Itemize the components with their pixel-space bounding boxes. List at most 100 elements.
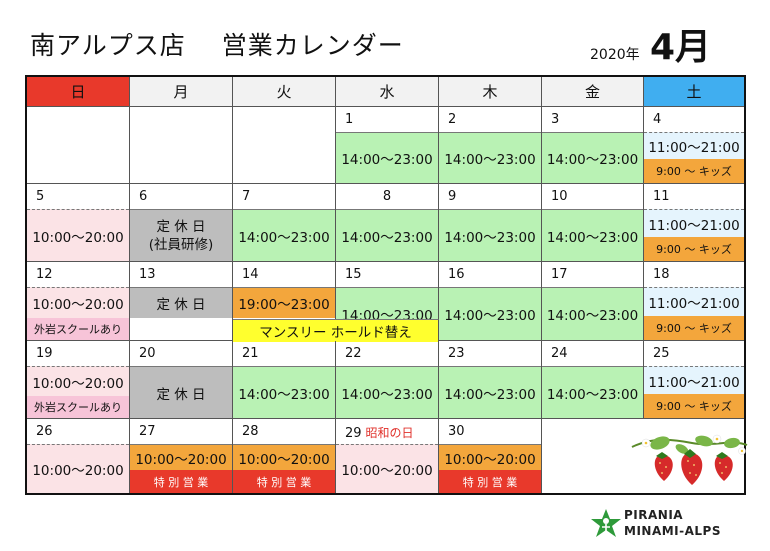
day-number: 28: [242, 424, 259, 439]
day-number: 15: [345, 267, 362, 282]
day-23: 23 14:00～23:00: [439, 341, 542, 419]
day-3: 3 14:00～23:00: [542, 107, 644, 184]
day-number: 19: [36, 346, 53, 361]
day-empty: [130, 107, 233, 184]
hours-block: 14:00～23:00: [542, 132, 643, 183]
hours-block: 14:00～23:00: [336, 209, 438, 261]
day-empty: [27, 107, 130, 184]
store-name: 南アルプス店: [30, 31, 186, 60]
day-8: 8 14:00～23:00: [336, 184, 439, 262]
day-number: 20: [139, 346, 156, 361]
day-number: 27: [139, 424, 156, 439]
day-13: 13 定 休 日: [130, 262, 233, 341]
hours-block: 11:00～21:00: [644, 209, 744, 237]
weekday-sun: 日: [27, 77, 130, 107]
hours-block: 14:00～23:00: [542, 209, 643, 261]
day-16: 16 14:00～23:00: [439, 262, 542, 341]
special-business-block: 特 別 営 業: [233, 470, 335, 493]
holiday-label: 昭和の日: [365, 426, 414, 440]
hours-block: 10:00～20:00: [27, 444, 129, 493]
day-number: 21: [242, 346, 259, 361]
month-label: 4月: [650, 27, 712, 68]
climber-star-icon: [591, 509, 621, 537]
hours-block: 14:00～23:00: [233, 366, 335, 418]
weekday-tue: 火: [233, 77, 336, 107]
kids-block: 9:00 ～ キッズ: [644, 316, 744, 340]
day-number: 7: [242, 189, 251, 204]
hours-block: 11:00～21:00: [644, 132, 744, 159]
day-9: 9 14:00～23:00: [439, 184, 542, 262]
hours-block: 14:00～23:00: [336, 366, 438, 418]
monthly-hold-change-banner: マンスリー ホールド替え: [233, 319, 439, 342]
day-number: 11: [653, 189, 670, 204]
day-4: 4 11:00～21:00 9:00 ～ キッズ: [644, 107, 744, 184]
day-7: 7 14:00～23:00: [233, 184, 336, 262]
closed-block: 定 休 日: [130, 287, 232, 318]
day-5: 5 10:00～20:00: [27, 184, 130, 262]
day-number: 10: [551, 189, 568, 204]
day-6: 6 定 休 日 (社員研修): [130, 184, 233, 262]
day-17: 17 14:00～23:00: [542, 262, 644, 341]
hours-block: 14:00～23:00: [439, 287, 541, 340]
day-14: 14 19:00～23:00: [233, 262, 336, 341]
day-22: 22 14:00～23:00: [336, 341, 439, 419]
day-number: 23: [448, 346, 465, 361]
day-11: 11 11:00～21:00 9:00 ～ キッズ: [644, 184, 744, 262]
day-number: 13: [139, 267, 156, 282]
day-21: 21 14:00～23:00: [233, 341, 336, 419]
calendar-grid: 日 月 火 水 木 金 土 1 14:00～23:00 2 14:00～23:0…: [25, 75, 748, 495]
day-number: 24: [551, 346, 568, 361]
logo-line-1: PIRANIA: [624, 508, 684, 522]
hours-block: 10:00～20:00: [27, 366, 129, 396]
hours-block: 11:00～21:00: [644, 366, 744, 394]
logo-line-2: MINAMI-ALPS: [624, 524, 721, 538]
strawberry-illustration-icon: [631, 434, 748, 485]
day-number: 29 昭和の日: [345, 426, 414, 441]
hours-block: 14:00～23:00: [439, 366, 541, 418]
calendar-heading: 営業カレンダー: [221, 31, 404, 60]
strawberry-decoration-cell: [542, 419, 748, 493]
day-12: 12 10:00～20:00 外岩スクールあり: [27, 262, 130, 341]
day-number: 18: [653, 267, 670, 282]
kids-block: 9:00 ～ キッズ: [644, 237, 744, 261]
day-10: 10 14:00～23:00: [542, 184, 644, 262]
day-19: 19 10:00～20:00 外岩スクールあり: [27, 341, 130, 419]
day-empty: [233, 107, 336, 184]
outdoor-school-block: 外岩スクールあり: [27, 396, 129, 418]
day-27: 27 10:00～20:00 特 別 営 業: [130, 419, 233, 493]
closed-block: 定 休 日 (社員研修): [130, 209, 232, 261]
day-number: 9: [448, 189, 457, 204]
day-number: 12: [36, 267, 53, 282]
weekday-fri: 金: [542, 77, 644, 107]
day-number: 5: [36, 189, 45, 204]
day-28: 28 10:00～20:00 特 別 営 業: [233, 419, 336, 493]
day-number: 1: [345, 112, 354, 127]
hours-block: 10:00～20:00: [130, 444, 232, 470]
hours-block: 10:00～20:00: [27, 209, 129, 261]
day-number: 16: [448, 267, 465, 282]
logo-text: PIRANIA MINAMI-ALPS: [624, 507, 721, 539]
hours-block: 14:00～23:00: [542, 366, 643, 418]
day-18: 18 11:00～21:00 9:00 ～ キッズ: [644, 262, 744, 341]
hours-block: 19:00～23:00: [233, 287, 335, 318]
hours-block: 14:00～23:00: [542, 287, 643, 340]
weekday-mon: 月: [130, 77, 233, 107]
day-20: 20 定 休 日: [130, 341, 233, 419]
day-1: 1 14:00～23:00: [336, 107, 439, 184]
year-label: 2020年: [590, 47, 640, 63]
kids-block: 9:00 ～ キッズ: [644, 394, 744, 418]
hours-block: 10:00～20:00: [336, 444, 438, 493]
hours-block: 14:00～23:00: [439, 209, 541, 261]
weekday-thu: 木: [439, 77, 542, 107]
page-title: 南アルプス店 営業カレンダー: [30, 26, 404, 62]
day-26: 26 10:00～20:00: [27, 419, 130, 493]
day-number: 17: [551, 267, 568, 282]
day-number: 2: [448, 112, 457, 127]
day-25: 25 11:00～21:00 9:00 ～ キッズ: [644, 341, 744, 419]
hours-block: 14:00～23:00: [439, 132, 541, 183]
closed-block: 定 休 日: [130, 366, 232, 418]
day-number: 4: [653, 112, 662, 127]
closed-label: 定 休 日: [156, 218, 206, 235]
day-number: 8: [382, 189, 392, 204]
day-number: 14: [242, 267, 259, 282]
